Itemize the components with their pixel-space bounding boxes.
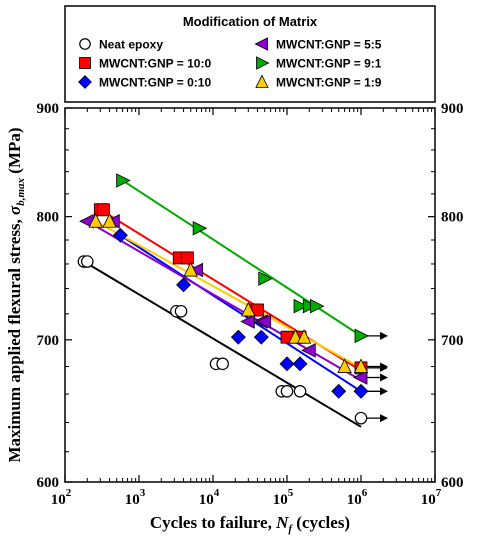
- fit-line: [95, 220, 362, 369]
- legend-item: Neat epoxy: [79, 38, 163, 52]
- data-point: [112, 227, 128, 243]
- y-tick-label-left: 800: [37, 210, 60, 226]
- y-tick-label-right: 800: [441, 210, 464, 226]
- data-point: [180, 251, 194, 265]
- data-point: [102, 213, 117, 228]
- x-tick-label: 107: [421, 487, 442, 508]
- fit-line: [86, 220, 362, 382]
- fit-line: [122, 179, 362, 337]
- data-point: [354, 328, 370, 344]
- data-point: [253, 329, 269, 345]
- plot-frame: [64, 107, 436, 483]
- y-tick-label-right: 600: [441, 475, 464, 491]
- data-point: [183, 261, 198, 277]
- y-tick-label-left: 900: [37, 101, 60, 117]
- data-point: [80, 255, 94, 268]
- legend-marker: [78, 75, 92, 89]
- legend-item: MWCNT:GNP = 0:10: [78, 75, 211, 90]
- x-tick-label: 105: [273, 487, 294, 508]
- data-point: [280, 384, 294, 398]
- x-axis-title: Cycles to failure, Nf (cycles): [150, 513, 350, 535]
- data-point: [352, 370, 368, 385]
- runout-arrows: [361, 331, 388, 423]
- x-tick-label: 102: [51, 487, 72, 508]
- legend-label: MWCNT:GNP = 10:0: [99, 57, 211, 71]
- data-point: [302, 298, 318, 314]
- legend-marker: [79, 57, 91, 69]
- data-point: [116, 173, 131, 188]
- data-point: [293, 384, 307, 398]
- y-tick-label-left: 700: [37, 333, 60, 349]
- data-point: [279, 356, 295, 372]
- data-point: [256, 314, 272, 329]
- legend-item: MWCNT:GNP = 10:0: [79, 57, 211, 71]
- legend-label: MWCNT:GNP = 0:10: [99, 76, 211, 90]
- fit-line: [119, 234, 362, 393]
- data-point: [292, 356, 308, 372]
- legend-label: MWCNT:GNP = 9:1: [276, 57, 382, 71]
- y-tick-label-right: 900: [441, 101, 464, 117]
- legend: Modification of Matrix Neat epoxy MWCNT:G…: [64, 5, 436, 103]
- data-point: [337, 358, 352, 373]
- data-point: [293, 298, 309, 314]
- x-tick-label: 104: [199, 487, 220, 508]
- legend-label: MWCNT:GNP = 1:9: [276, 76, 382, 90]
- data-point: [301, 343, 316, 358]
- legend-box: [64, 5, 436, 103]
- data-point: [310, 298, 325, 314]
- y-axis-title: Maximum applied flexural stress, σb,max …: [5, 127, 27, 462]
- legend-title: Modification of Matrix: [183, 14, 318, 29]
- legend-items: Neat epoxy MWCNT:GNP = 5:5 MWCNT:GNP = 10:…: [78, 37, 382, 90]
- fit-line: [83, 260, 362, 428]
- legend-marker: [254, 37, 268, 51]
- data-point: [331, 383, 347, 399]
- data-point: [230, 329, 246, 345]
- legend-item: MWCNT:GNP = 1:9: [255, 74, 382, 90]
- data-point: [88, 213, 103, 228]
- x-tick-label: 106: [347, 487, 368, 508]
- data-point: [296, 329, 312, 344]
- data-point: [174, 304, 188, 318]
- data-point: [176, 277, 192, 293]
- y-tick-label-left: 600: [37, 475, 60, 491]
- y-tick-label-right: 700: [441, 333, 464, 349]
- data-point: [241, 301, 256, 317]
- x-tick-label: 103: [125, 487, 146, 508]
- legend-marker: [255, 74, 269, 88]
- data-points: [77, 173, 370, 425]
- legend-marker: [256, 56, 270, 70]
- legend-label: Neat epoxy: [99, 38, 163, 52]
- data-point: [354, 411, 368, 425]
- data-point: [96, 203, 110, 217]
- data-point: [353, 358, 369, 373]
- legend-item: MWCNT:GNP = 9:1: [256, 56, 382, 71]
- legend-marker: [79, 38, 91, 50]
- data-point: [353, 383, 369, 399]
- data-point: [192, 220, 208, 236]
- data-point: [258, 271, 273, 286]
- legend-label: MWCNT:GNP = 5:5: [276, 38, 382, 52]
- legend-item: MWCNT:GNP = 5:5: [254, 37, 382, 52]
- data-point: [216, 357, 229, 371]
- fit-lines: [83, 179, 362, 428]
